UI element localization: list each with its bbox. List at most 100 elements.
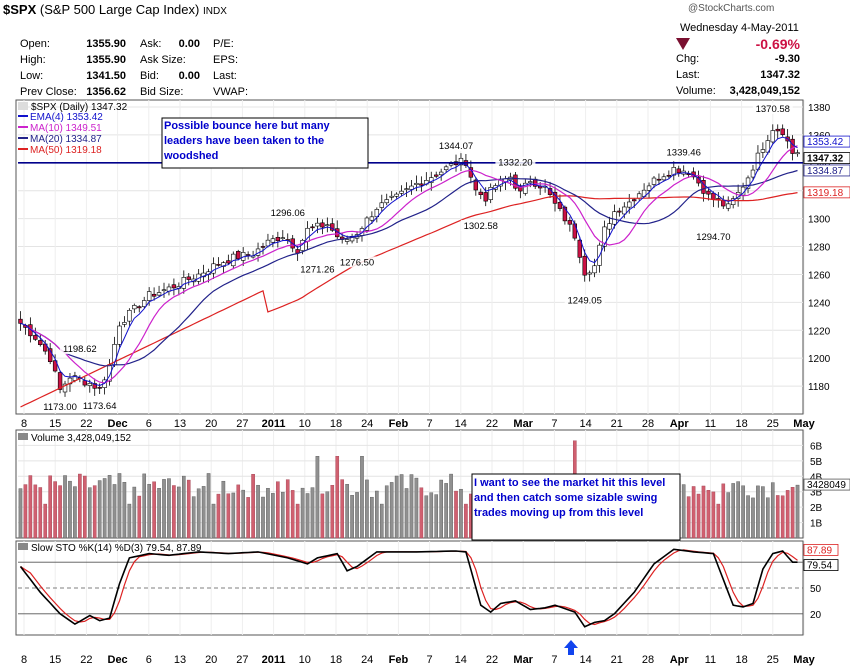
volume-bar xyxy=(766,497,770,539)
volume-bar xyxy=(375,490,379,539)
stoch-x-label: 7 xyxy=(427,654,433,666)
stoch-x-label: 22 xyxy=(486,654,498,666)
stoch-x-label: Mar xyxy=(513,654,533,666)
stoch-x-label: 27 xyxy=(236,654,248,666)
price-x-label: 7 xyxy=(427,418,433,430)
candle-up xyxy=(726,203,731,209)
price-callout-bg xyxy=(297,263,338,275)
volume-bar xyxy=(162,479,166,539)
volume-bar xyxy=(325,491,330,539)
volume-bar xyxy=(355,492,359,539)
volume-title: Volume 3,428,049,152 xyxy=(31,433,132,444)
quote-v1-2: 1341.50 xyxy=(86,70,126,82)
volume-bar xyxy=(384,485,389,539)
candle-down xyxy=(701,180,706,194)
candle-down xyxy=(617,210,622,213)
candle-up xyxy=(270,238,276,243)
stoch-x-label: 20 xyxy=(205,654,217,666)
volume-bar xyxy=(706,490,711,539)
volume-bar xyxy=(701,485,706,539)
volume-axis-label: 2B xyxy=(810,503,823,514)
volume-bar xyxy=(231,492,236,539)
candle-up xyxy=(448,163,454,166)
price-callout: 1271.26 xyxy=(300,265,334,276)
volume-bar xyxy=(18,488,23,539)
stoch-x-label: 7 xyxy=(551,654,557,666)
price-current-box xyxy=(803,186,850,199)
candle-up xyxy=(87,383,92,386)
volume-bar xyxy=(295,503,300,539)
price-callout-bg xyxy=(79,399,120,411)
volume-bar xyxy=(246,497,250,539)
percent-change: -0.69% xyxy=(755,36,800,52)
price-x-label: 10 xyxy=(299,418,311,430)
candle-down xyxy=(557,202,563,209)
volume-bar xyxy=(746,495,750,539)
volume-axis-label: 6B xyxy=(810,441,823,452)
candle-up xyxy=(127,310,132,322)
volume-bar xyxy=(33,484,38,539)
candle-up xyxy=(211,263,216,274)
volume-bar xyxy=(434,494,439,539)
price-x-label: Apr xyxy=(670,418,690,430)
price-callout-bg xyxy=(495,156,536,168)
volume-bar xyxy=(206,473,211,539)
volume-bar xyxy=(429,492,434,539)
volume-bar xyxy=(345,484,349,539)
quote-v2-2: 0.00 xyxy=(178,70,200,82)
candle-down xyxy=(567,220,573,225)
price-axis-label: 1180 xyxy=(808,382,830,393)
volume-bar xyxy=(271,493,275,539)
price-x-label: 14 xyxy=(579,418,591,430)
candle-up xyxy=(750,169,756,178)
quote-v1-0: 1355.90 xyxy=(86,38,126,50)
volume-bar xyxy=(780,495,785,539)
volume-bar xyxy=(775,495,780,539)
volume-bar xyxy=(53,481,57,539)
candle-up xyxy=(344,239,350,242)
volume-bar xyxy=(360,456,364,539)
quote-v1-3: 1356.62 xyxy=(86,86,126,98)
volume-bar xyxy=(335,456,340,539)
candle-up xyxy=(651,177,657,185)
candle-down xyxy=(275,236,281,242)
stoch-current-label: 79.54 xyxy=(807,561,832,572)
volume-bar xyxy=(58,485,62,539)
quote-v1-1: 1355.90 xyxy=(86,54,126,66)
volume-bar xyxy=(167,478,171,539)
volume-bar xyxy=(726,492,731,539)
volume-bar xyxy=(716,503,721,539)
candle-up xyxy=(414,182,419,185)
candle-down xyxy=(33,335,38,340)
volume-bar xyxy=(241,489,245,539)
volume-bar xyxy=(330,485,335,539)
price-callout: 1296.06 xyxy=(271,208,305,219)
volume-bar xyxy=(350,495,354,539)
volume-bar xyxy=(117,473,122,539)
candle-down xyxy=(711,192,716,200)
price-x-label: 6 xyxy=(146,418,152,430)
volume-bar xyxy=(127,503,132,539)
candle-up xyxy=(369,216,375,221)
candle-up xyxy=(760,149,766,153)
candle-down xyxy=(676,168,681,174)
quote-v2-0: 0.00 xyxy=(178,38,200,50)
price-x-label: 24 xyxy=(361,418,373,430)
candle-down xyxy=(137,306,142,309)
quote-l1-2: Low: xyxy=(20,70,44,82)
price-callout: 1370.58 xyxy=(756,104,790,115)
candle-down xyxy=(706,190,711,195)
candle-up xyxy=(528,181,533,184)
volume-bar xyxy=(310,487,315,539)
price-x-label: Mar xyxy=(513,418,533,430)
candle-up xyxy=(636,193,642,199)
quote-l3-0: P/E: xyxy=(213,38,234,50)
candle-down xyxy=(577,239,582,258)
stoch-x-label: 8 xyxy=(21,654,27,666)
volume-bar xyxy=(226,493,231,539)
volume-bar xyxy=(236,484,241,539)
price-title: $SPX (Daily) 1347.32 xyxy=(31,102,128,113)
candle-down xyxy=(52,360,58,372)
volume-bar xyxy=(320,493,325,539)
volume-bar xyxy=(419,487,424,539)
